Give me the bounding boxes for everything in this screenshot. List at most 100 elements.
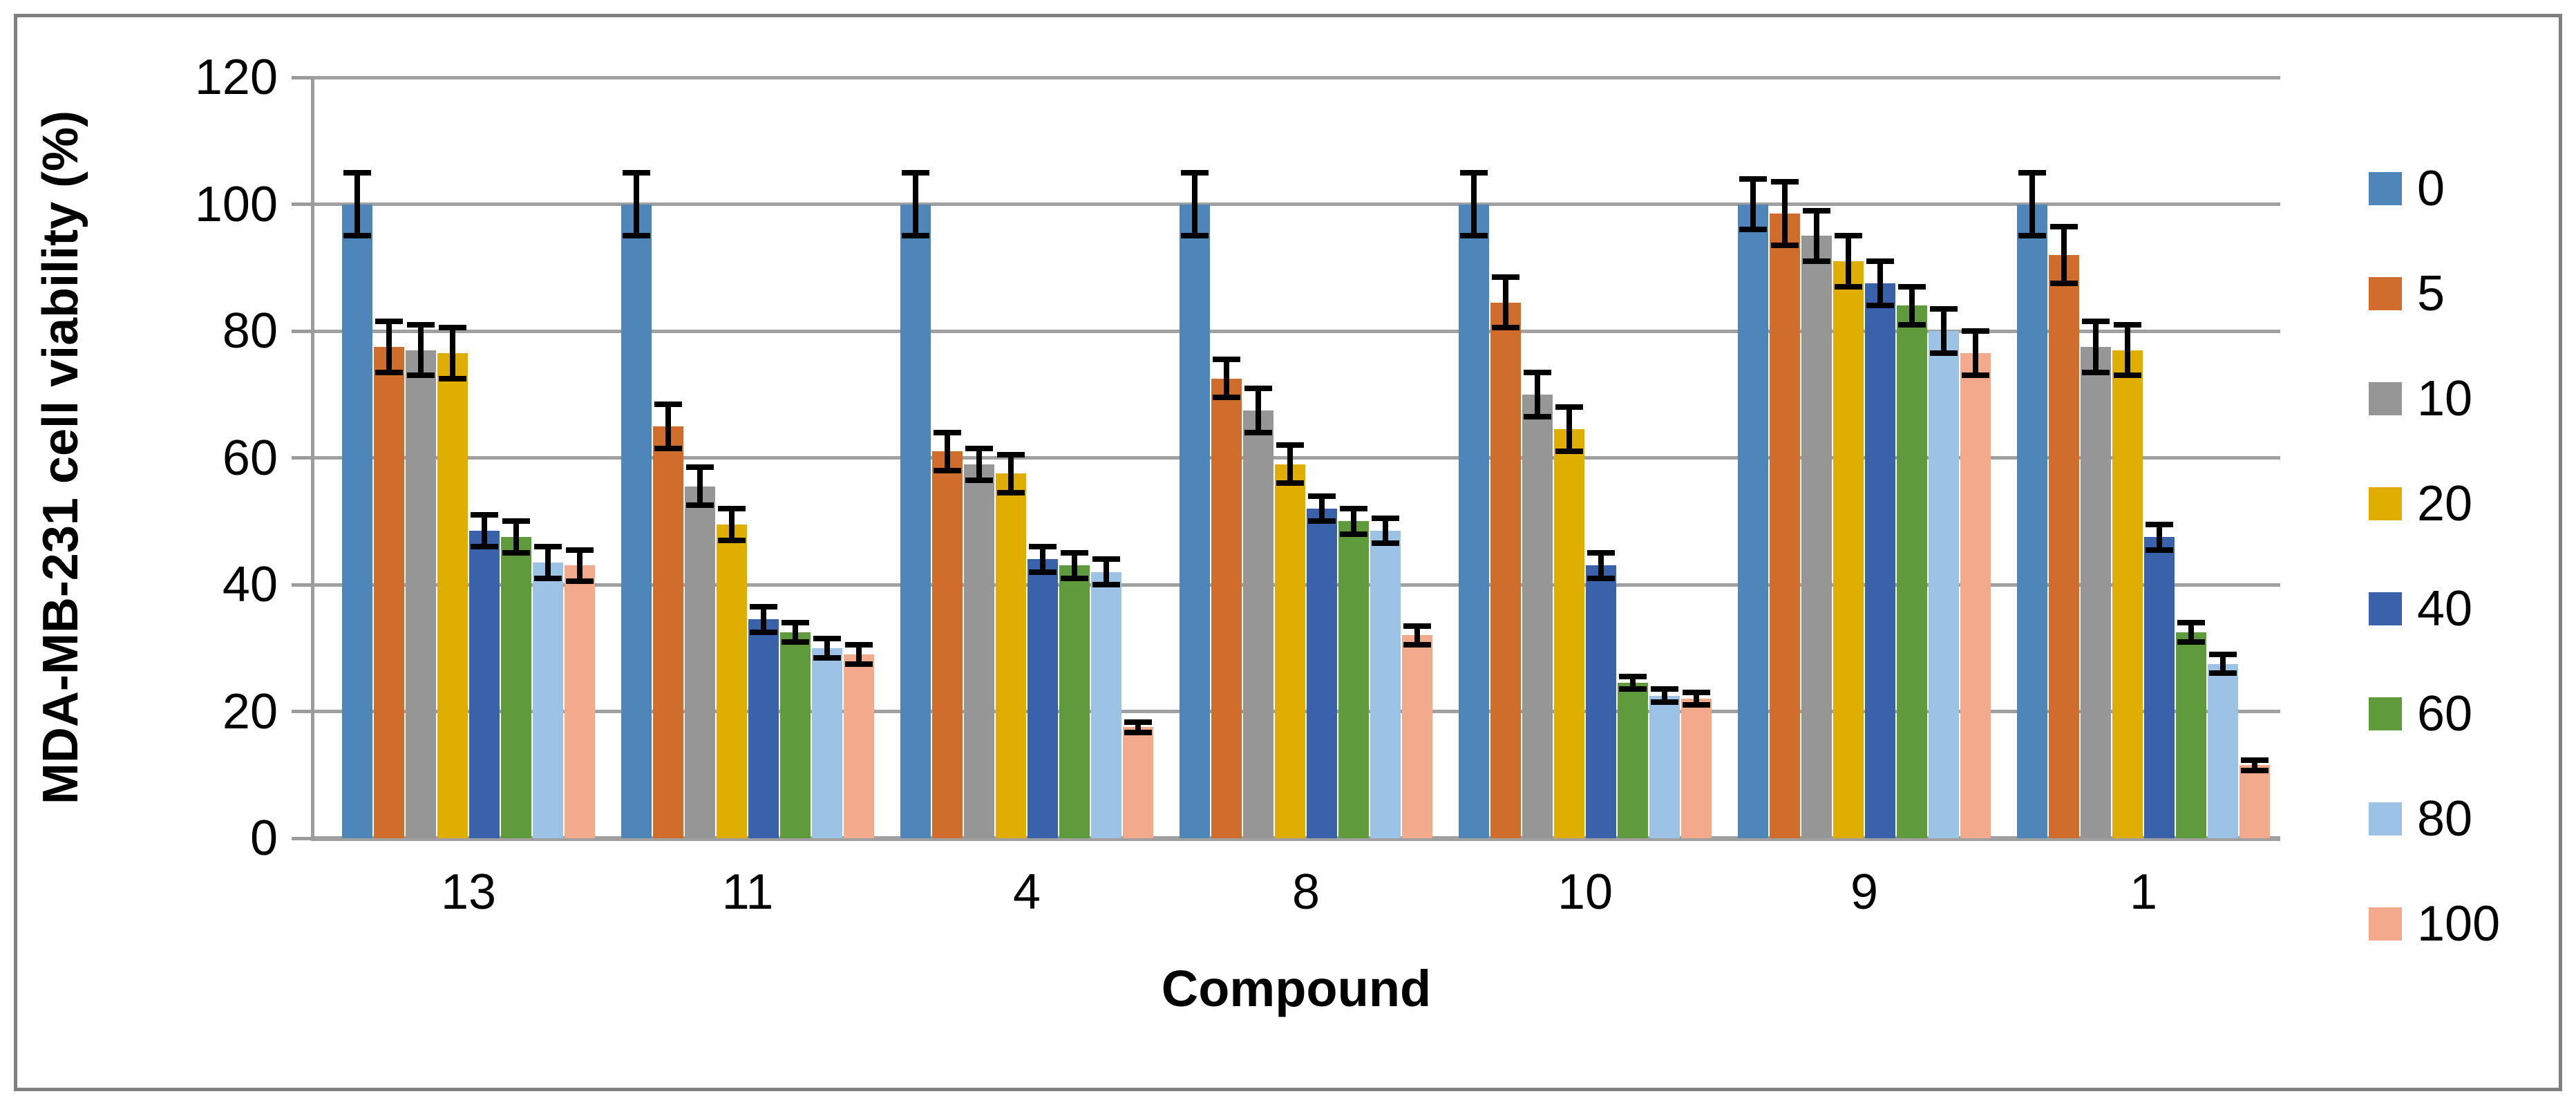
error-bar-bottom-cap bbox=[375, 369, 403, 375]
bar-compound11-conc100 bbox=[844, 654, 874, 838]
error-bar-bottom-cap bbox=[343, 233, 371, 239]
error-bar-bottom-cap bbox=[439, 375, 466, 381]
error-bar-bottom-cap bbox=[1866, 303, 1894, 309]
error-bar-bottom-cap bbox=[1492, 325, 1519, 331]
bar-compound9-conc100 bbox=[1960, 353, 1991, 838]
error-bar-top-cap bbox=[1739, 176, 1767, 182]
bar-compound13-conc0 bbox=[342, 204, 372, 838]
bar-compound13-conc5 bbox=[374, 346, 404, 838]
bar-compound4-conc0 bbox=[900, 204, 931, 838]
gridline bbox=[312, 456, 2280, 460]
error-bar-bottom-cap bbox=[502, 550, 530, 556]
error-bar-bottom-cap bbox=[2050, 281, 2078, 287]
error-bar-bottom-cap bbox=[1739, 227, 1767, 233]
error-bar-bottom-cap bbox=[750, 629, 777, 635]
bar-compound8-conc40 bbox=[1307, 508, 1337, 838]
error-bar-bottom-cap bbox=[1276, 480, 1304, 487]
error-bar-line bbox=[1782, 182, 1788, 246]
error-bar-bottom-cap bbox=[965, 477, 993, 483]
error-bar-bottom-cap bbox=[1587, 575, 1615, 581]
error-bar-line bbox=[1072, 553, 1077, 578]
bar-compound9-conc5 bbox=[1770, 214, 1800, 838]
error-bar-top-cap bbox=[2114, 321, 2141, 328]
bar-compound1-conc60 bbox=[2176, 632, 2206, 838]
error-bar-top-cap bbox=[2177, 620, 2205, 626]
error-bar-bottom-cap bbox=[686, 502, 714, 509]
legend-swatch-icon bbox=[2369, 487, 2402, 520]
bar-compound9-conc20 bbox=[1833, 261, 1864, 838]
error-bar-top-cap bbox=[845, 642, 873, 648]
error-bar-bottom-cap bbox=[2209, 670, 2237, 677]
error-bar-line bbox=[1630, 677, 1636, 690]
y-tick-mark bbox=[292, 202, 312, 206]
error-bar-bottom-cap bbox=[1244, 429, 1272, 435]
error-bar-top-cap bbox=[2146, 521, 2173, 527]
y-tick-mark bbox=[292, 836, 312, 840]
bar-compound13-conc40 bbox=[469, 531, 500, 838]
error-bar-top-cap bbox=[1898, 283, 1926, 290]
error-bar-top-cap bbox=[375, 319, 403, 325]
error-bar-top-cap bbox=[2018, 169, 2046, 176]
error-bar-line bbox=[1909, 286, 1915, 325]
error-bar-line bbox=[2029, 172, 2035, 236]
error-bar-top-cap bbox=[343, 169, 371, 176]
bar-compound9-conc0 bbox=[1738, 204, 1768, 838]
error-bar-line bbox=[729, 508, 735, 540]
error-bar-bottom-cap bbox=[1092, 582, 1120, 587]
error-bar-bottom-cap bbox=[1771, 243, 1799, 249]
x-category-label-1: 1 bbox=[2129, 865, 2158, 920]
error-bar-bottom-cap bbox=[1619, 686, 1647, 692]
y-tick-mark bbox=[292, 710, 312, 713]
x-category-label-10: 10 bbox=[1557, 865, 1613, 920]
error-bar-line bbox=[1941, 308, 1947, 354]
legend-swatch-icon bbox=[2369, 172, 2402, 205]
error-bar-top-cap bbox=[502, 518, 530, 525]
gridline bbox=[312, 202, 2280, 206]
bar-compound11-conc40 bbox=[748, 619, 779, 838]
y-tick-mark bbox=[292, 75, 312, 79]
bar-compound10-conc60 bbox=[1618, 683, 1648, 838]
error-bar-top-cap bbox=[471, 512, 498, 518]
error-bar-bottom-cap bbox=[2146, 547, 2173, 553]
y-axis-line bbox=[311, 77, 314, 841]
error-bar-bottom-cap bbox=[1181, 233, 1209, 239]
error-bar-top-cap bbox=[750, 604, 777, 610]
error-bar-bottom-cap bbox=[2177, 639, 2205, 645]
legend-label: 5 bbox=[2417, 266, 2445, 321]
error-bar-bottom-cap bbox=[718, 537, 746, 543]
error-bar-top-cap bbox=[1524, 369, 1551, 375]
error-bar-line bbox=[2093, 321, 2099, 372]
error-bar-line bbox=[1008, 454, 1014, 493]
y-tick-label: 40 bbox=[222, 557, 278, 612]
bar-compound8-conc100 bbox=[1402, 635, 1432, 838]
error-bar-bottom-cap bbox=[1061, 575, 1088, 581]
error-bar-top-cap bbox=[1372, 515, 1399, 521]
bar-compound11-conc20 bbox=[717, 524, 747, 838]
error-bar-top-cap bbox=[2050, 223, 2078, 229]
bar-compound9-conc40 bbox=[1865, 283, 1895, 838]
error-bar-line bbox=[1256, 388, 1261, 433]
error-bar-bottom-cap bbox=[1962, 372, 1989, 379]
legend-label: 80 bbox=[2417, 791, 2473, 847]
error-bar-line bbox=[665, 404, 671, 448]
error-bar-top-cap bbox=[1213, 357, 1240, 363]
bar-compound8-conc5 bbox=[1211, 378, 1242, 838]
bar-compound10-conc40 bbox=[1586, 565, 1616, 838]
error-bar-line bbox=[1750, 178, 1756, 230]
error-bar-top-cap bbox=[1803, 207, 1830, 214]
x-category-label-8: 8 bbox=[1291, 865, 1320, 920]
error-bar-top-cap bbox=[566, 547, 594, 553]
error-bar-bottom-cap bbox=[1803, 258, 1830, 265]
bar-compound11-conc0 bbox=[621, 204, 652, 838]
error-bar-bottom-cap bbox=[813, 654, 841, 661]
error-bar-line bbox=[1224, 359, 1229, 398]
bar-compound10-conc20 bbox=[1554, 429, 1584, 838]
legend-label: 100 bbox=[2417, 896, 2501, 952]
y-tick-mark bbox=[292, 456, 312, 460]
error-bar-top-cap bbox=[965, 445, 993, 451]
gridline bbox=[312, 329, 2280, 333]
error-bar-line bbox=[513, 521, 519, 554]
bar-compound11-conc10 bbox=[685, 486, 715, 838]
error-bar-line bbox=[1566, 407, 1572, 452]
error-bar-top-cap bbox=[813, 635, 841, 641]
